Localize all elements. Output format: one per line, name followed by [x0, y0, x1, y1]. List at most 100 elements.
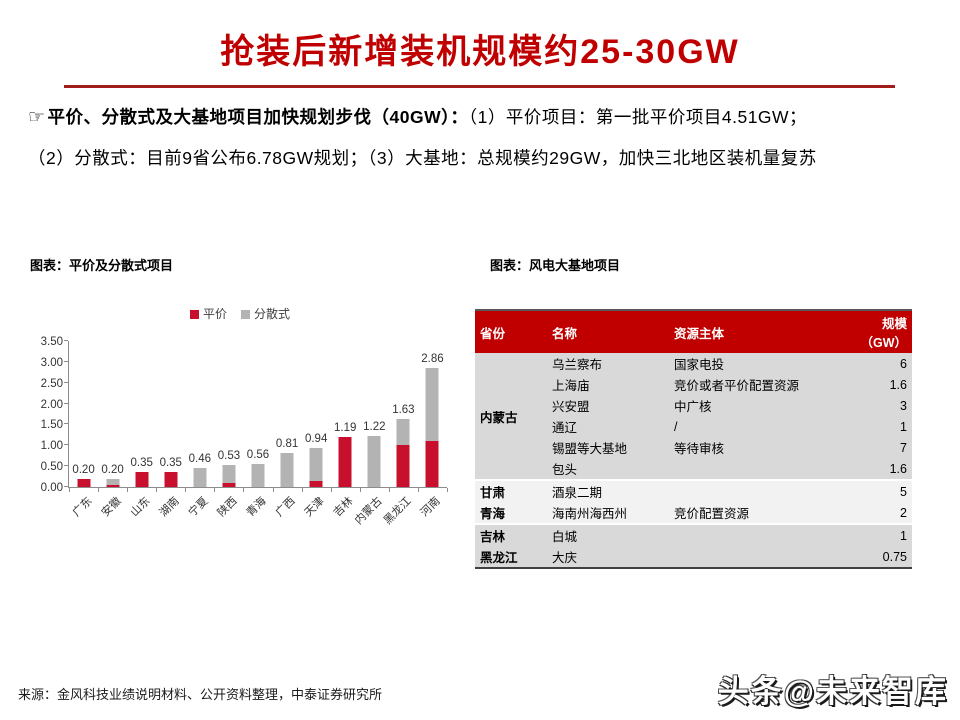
legend-swatch	[189, 310, 199, 319]
table-header-cell: 资源主体	[669, 310, 849, 353]
resource-entity-cell	[669, 523, 849, 546]
x-axis-category-label: 湖南	[157, 495, 182, 520]
x-axis-category-label: 河南	[419, 495, 444, 520]
bar-value-label: 0.46	[188, 452, 212, 465]
x-axis-tick	[388, 488, 390, 492]
bar-slot: 0.35 山东	[127, 341, 156, 519]
scale-cell: 3	[849, 395, 912, 416]
x-axis-category-label: 宁夏	[186, 495, 211, 520]
x-axis-category-label: 青海	[244, 495, 269, 520]
resource-entity-cell: 中广核	[669, 395, 849, 416]
table-row: 通辽/1	[475, 416, 912, 437]
x-axis-tick	[156, 488, 158, 492]
scale-cell: 1	[849, 416, 912, 437]
resource-entity-cell: 国家电投	[669, 353, 849, 374]
scale-cell: 6	[849, 353, 912, 374]
bar-slot: 2.86 河南	[418, 341, 447, 519]
left-figure-caption: 图表：平价及分散式项目	[30, 258, 174, 273]
x-axis-category-label: 陕西	[215, 495, 240, 520]
bar-value-label: 1.22	[363, 421, 386, 434]
x-axis-tick	[330, 488, 332, 492]
project-name-cell: 乌兰察布	[547, 353, 669, 374]
x-axis-category-label: 内蒙古	[353, 495, 385, 527]
y-axis-label: 0.00	[40, 482, 63, 494]
source-note: 来源：金风科技业绩说明材料、公开资料整理，中泰证券研究所	[18, 687, 383, 702]
scale-cell: 7	[849, 437, 912, 458]
bar-segment-分散式	[251, 463, 265, 487]
bar-slot: 1.22 内蒙古	[353, 341, 389, 527]
bullet-line-2: （2）分散式：目前9省公布6.78GW规划；（3）大基地：总规模约29GW，加快…	[28, 148, 817, 168]
table-row: 包头 1.6	[475, 458, 912, 480]
y-axis-label: 1.00	[40, 440, 63, 453]
x-axis-category-label: 黑龙江	[382, 495, 415, 527]
x-axis-category-label: 天津	[302, 495, 327, 520]
bar-segment-分散式	[396, 419, 410, 446]
scale-cell: 0.75	[849, 546, 912, 568]
bar-slot: 0.53 陕西	[214, 341, 243, 519]
pointing-hand-icon: ☞	[28, 107, 46, 128]
y-axis-tick	[64, 402, 68, 404]
table-row: 锡盟等大基地 等待审核 7	[475, 437, 912, 458]
bullet-lead-text: 平价、分散式及大基地项目加快规划步伐（40GW）：	[47, 107, 469, 127]
chart-legend: 平价 分散式	[30, 305, 450, 322]
paritydistributed-chart-block: 图表：平价及分散式项目 平价 分散式 0.00 0.50 1.00 1.50 2.00 2.…	[30, 255, 462, 555]
project-name-cell: 包头	[547, 458, 669, 480]
y-axis-tick	[64, 423, 68, 425]
province-cell: 青海	[475, 502, 547, 524]
bar-value-label: 0.35	[130, 457, 153, 470]
bar-slot: 0.94 天津	[302, 341, 331, 519]
resource-entity-cell: /	[669, 416, 849, 437]
scale-cell: 2	[849, 502, 912, 524]
legend-item-0: 平价	[189, 305, 227, 322]
wind-base-table-block: 图表：风电大基地项目 省份 名称 资源主体 规模（GW） 内蒙古 乌兰察布 国家电投 6 上海庙…	[475, 255, 912, 569]
y-axis-tick	[64, 381, 68, 383]
y-axis-label: 3.00	[40, 356, 63, 369]
bar-segment-分散式	[193, 467, 207, 487]
bar-slot: 0.20 安徽	[98, 341, 127, 519]
bar-slot: 0.56 青海	[243, 341, 272, 520]
project-name-cell: 上海庙	[547, 374, 669, 395]
title-divider	[64, 85, 895, 88]
bar-value-label: 1.63	[392, 404, 415, 417]
bar-segment-平价	[425, 441, 439, 487]
bar-value-label: 1.19	[334, 422, 357, 435]
x-axis-tick	[214, 488, 216, 492]
bar-segment-平价	[338, 437, 352, 487]
province-cell: 吉林	[475, 523, 547, 546]
x-axis-tick	[272, 488, 274, 492]
bar-slot: 0.35 湖南	[156, 341, 185, 519]
watermark-text: 头条@未来智库	[717, 674, 948, 709]
x-axis-tick	[98, 488, 100, 492]
bar-segment-平价	[396, 445, 410, 487]
x-axis-tick	[417, 488, 419, 492]
y-axis-tick	[64, 486, 68, 487]
scale-cell: 5	[849, 479, 912, 502]
x-axis-tick	[359, 488, 361, 492]
table-row: 吉林 白城 1	[475, 523, 912, 546]
x-axis-category-label: 广西	[273, 495, 298, 520]
scale-cell: 1.6	[849, 458, 912, 480]
bar-segment-平价	[77, 478, 91, 487]
x-axis-category-label: 广东	[70, 495, 95, 520]
table-row: 兴安盟 中广核 3	[475, 395, 912, 416]
table-row: 黑龙江 大庆 0.75	[475, 546, 912, 568]
bar-segment-分散式	[425, 367, 439, 442]
resource-entity-cell	[669, 546, 849, 568]
y-axis-tick	[64, 340, 68, 341]
stacked-bar-chart: 0.00 0.50 1.00 1.50 2.00 2.50 3.00 3.50 0.20 广东 0.…	[41, 336, 448, 527]
table-row: 甘肃 酒泉二期 5	[475, 479, 912, 502]
table-header-cell: 省份	[475, 310, 547, 353]
legend-swatch	[241, 310, 250, 319]
bar-segment-分散式	[106, 478, 120, 485]
x-axis-category-label: 安徽	[99, 495, 124, 520]
x-axis-category-label: 山东	[128, 495, 153, 520]
bar-segment-平价	[222, 482, 236, 487]
x-axis-tick	[301, 488, 303, 492]
province-cell: 黑龙江	[475, 546, 547, 568]
resource-entity-cell	[669, 479, 849, 502]
table-row: 青海 海南州海西州 竞价配置资源 2	[475, 502, 912, 524]
bar-segment-分散式	[309, 447, 323, 481]
table-header-cell: 规模（GW）	[849, 310, 912, 353]
y-axis-label: 2.50	[40, 377, 63, 390]
